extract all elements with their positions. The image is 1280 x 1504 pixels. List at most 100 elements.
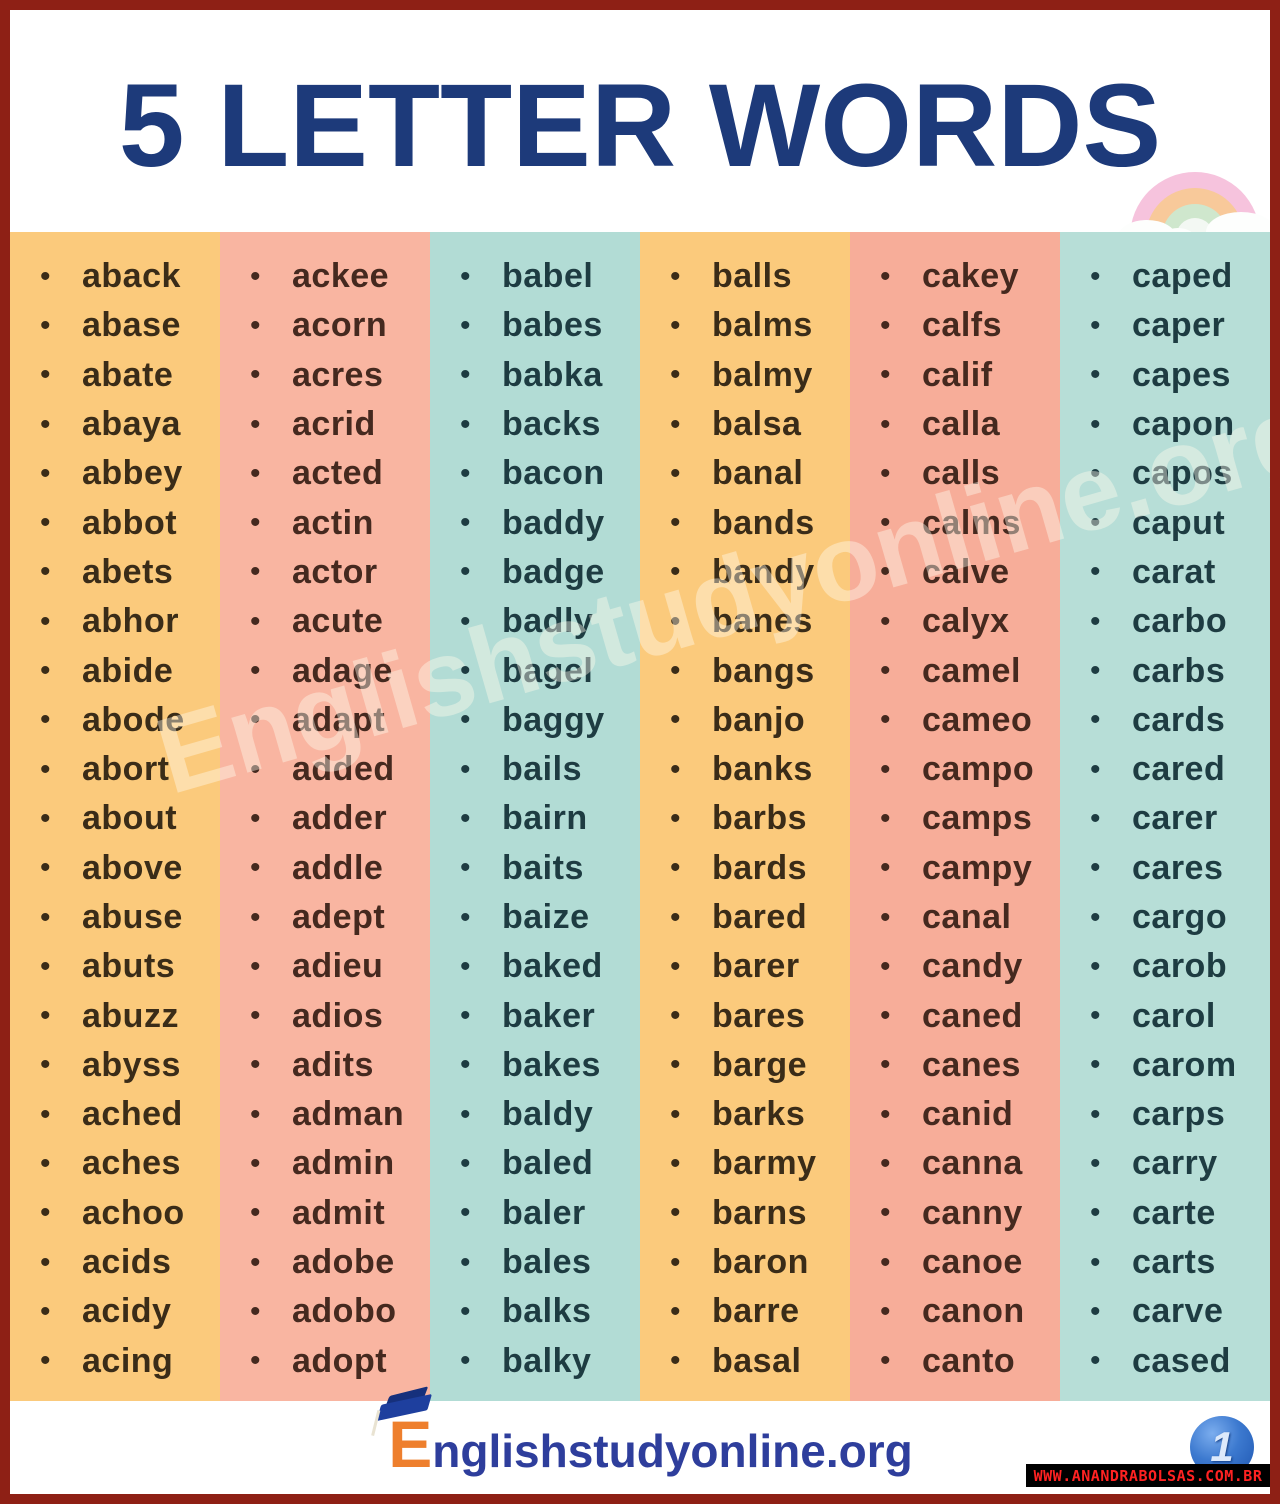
word-column-6: • caped • caper • capes • capon • capos • caput • car… (1060, 232, 1270, 1401)
word-label: cameo (922, 700, 1033, 739)
word-label: cares (1132, 848, 1224, 887)
bullet-icon: • (460, 1344, 471, 1378)
bullet-icon: • (1090, 604, 1101, 638)
word-label: canna (922, 1144, 1023, 1183)
bullet-icon: • (40, 752, 51, 786)
word-label: canon (922, 1292, 1025, 1331)
word-list: • babel • babes • babka • backs • bacon • baddy • bad… (460, 252, 640, 1386)
word-label: acted (292, 454, 384, 493)
word-label: canal (922, 898, 1012, 936)
bullet-icon: • (460, 654, 471, 688)
bullet-icon: • (250, 900, 261, 934)
bullet-icon: • (250, 407, 261, 441)
word-item: • baize (460, 893, 640, 942)
word-item: • barer (670, 942, 850, 991)
word-item: • bared (670, 893, 850, 942)
bullet-icon: • (880, 1097, 891, 1131)
word-label: badge (502, 552, 605, 591)
word-list: • aback • abase • abate • abaya • abbey • abbot • abe… (40, 252, 220, 1386)
word-item: • abate (40, 351, 220, 400)
bullet-icon: • (880, 1245, 891, 1279)
word-label: banks (712, 750, 813, 789)
word-label: backs (502, 405, 601, 444)
bullet-icon: • (1090, 703, 1101, 737)
word-label: abide (82, 651, 174, 690)
bullet-icon: • (670, 999, 681, 1033)
word-item: • abbey (40, 449, 220, 498)
word-item: • caped (1090, 252, 1270, 301)
word-label: carom (1132, 1045, 1237, 1084)
word-item: • canoe (880, 1238, 1060, 1287)
bullet-icon: • (460, 949, 471, 983)
bullet-icon: • (880, 308, 891, 342)
bullet-icon: • (40, 801, 51, 835)
word-item: • cargo (1090, 893, 1270, 942)
word-label: adits (292, 1045, 374, 1084)
word-label: capos (1132, 454, 1233, 493)
word-label: campo (922, 750, 1035, 789)
bullet-icon: • (250, 1146, 261, 1180)
word-item: • camps (880, 794, 1060, 843)
word-item: • carat (1090, 548, 1270, 597)
word-item: • canes (880, 1041, 1060, 1090)
page-title: 5 LETTER WORDS (118, 60, 1162, 192)
word-label: adieu (292, 947, 384, 986)
word-label: capes (1132, 355, 1231, 394)
bullet-icon: • (40, 604, 51, 638)
bullet-icon: • (1090, 999, 1101, 1033)
word-item: • banks (670, 745, 850, 794)
word-label: baron (712, 1243, 809, 1282)
bullet-icon: • (1090, 1048, 1101, 1082)
bullet-icon: • (250, 703, 261, 737)
word-label: carve (1132, 1292, 1224, 1331)
word-item: • adage (250, 646, 430, 695)
word-label: added (292, 750, 395, 789)
word-label: abode (82, 700, 185, 739)
word-label: adage (292, 651, 393, 690)
word-label: caped (1132, 257, 1233, 296)
word-label: bales (502, 1243, 592, 1282)
word-item: • calfs (880, 301, 1060, 350)
bullet-icon: • (460, 752, 471, 786)
word-label: cared (1132, 750, 1226, 789)
word-item: • caper (1090, 301, 1270, 350)
word-item: • adopt (250, 1337, 430, 1386)
word-label: bacon (502, 454, 605, 493)
word-label: calla (922, 405, 1001, 444)
word-item: • adits (250, 1041, 430, 1090)
bullet-icon: • (670, 358, 681, 392)
word-label: carbs (1132, 651, 1226, 690)
bullet-icon: • (880, 801, 891, 835)
word-label: canes (922, 1045, 1021, 1084)
bullet-icon: • (670, 851, 681, 885)
word-item: • canto (880, 1337, 1060, 1386)
word-item: • cares (1090, 844, 1270, 893)
bullet-icon: • (460, 999, 471, 1033)
page-number: 1 (1210, 1423, 1234, 1470)
word-label: abase (82, 306, 181, 345)
bullet-icon: • (880, 604, 891, 638)
word-item: • actin (250, 498, 430, 547)
word-columns: • aback • abase • abate • abaya • abbey • abbot • abe… (10, 232, 1270, 1401)
bullet-icon: • (40, 1245, 51, 1279)
logo-tld: .org (825, 1425, 913, 1477)
bullet-icon: • (880, 456, 891, 490)
word-label: bagel (502, 651, 594, 690)
word-item: • caput (1090, 498, 1270, 547)
word-item: • canna (880, 1139, 1060, 1188)
word-label: acorn (292, 306, 388, 345)
word-item: • calla (880, 400, 1060, 449)
word-label: addle (292, 848, 384, 887)
word-item: • campo (880, 745, 1060, 794)
word-item: • baggy (460, 696, 640, 745)
bullet-icon: • (1090, 949, 1101, 983)
word-label: balsa (712, 405, 802, 444)
bullet-icon: • (250, 1294, 261, 1328)
bullet-icon: • (670, 654, 681, 688)
word-label: bangs (712, 651, 815, 690)
bullet-icon: • (670, 1097, 681, 1131)
word-label: baldy (502, 1095, 594, 1134)
bullet-icon: • (670, 949, 681, 983)
bullet-icon: • (40, 1048, 51, 1082)
word-item: • adept (250, 893, 430, 942)
